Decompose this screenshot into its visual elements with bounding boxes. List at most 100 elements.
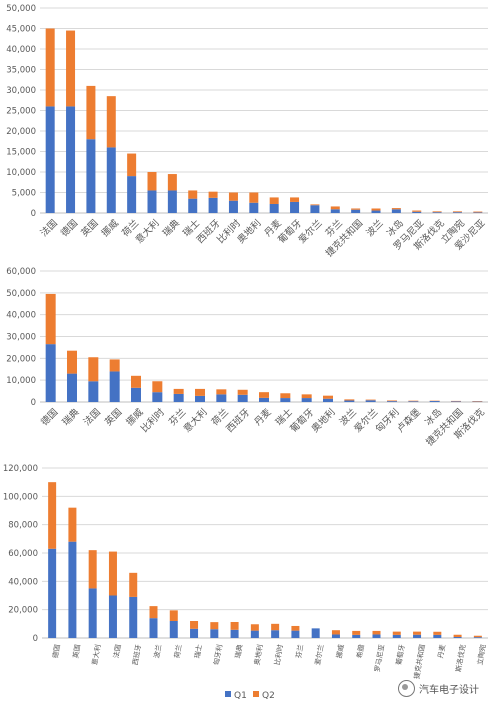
x-tick-label: 法国 (81, 406, 103, 428)
bar-q2-比利时 (271, 623, 280, 631)
bar-q2-立陶宛 (452, 211, 462, 213)
y-tick-label: 10,000 (6, 376, 36, 386)
bar-q2-西班牙 (129, 572, 138, 597)
y-tick-label: 20,000 (6, 127, 36, 137)
bar-q1-荷兰 (169, 621, 178, 638)
x-tick-label: 葡萄牙 (394, 644, 407, 666)
bar-q1-捷克共和国 (351, 209, 361, 213)
bar-q1-葡萄牙 (301, 398, 312, 402)
bar-q2-意大利 (88, 550, 97, 589)
bar-q2-法国 (108, 551, 117, 596)
bar-q2-丹麦 (259, 392, 269, 398)
bar-q1-斯洛伐克 (453, 637, 462, 638)
bar-q2-芬兰 (330, 206, 340, 210)
bar-q2-葡萄牙 (290, 197, 300, 202)
x-tick-label: 匈牙利 (212, 644, 225, 666)
bar-q1-希腊 (352, 634, 361, 638)
bar-q2-立陶宛 (473, 635, 482, 638)
bar-q2-西班牙 (237, 389, 248, 395)
bar-q1-法国 (88, 381, 99, 402)
legend-q2-label: Q2 (262, 691, 275, 701)
x-tick-label: 德国 (51, 644, 62, 659)
bar-q2-斯洛伐克 (432, 211, 442, 213)
x-tick-label: 法国 (38, 217, 60, 239)
bar-q2-瑞典 (167, 174, 177, 191)
bar-q1-丹麦 (269, 203, 279, 213)
bar-q2-挪威 (131, 375, 141, 388)
bar-q1-奥地利 (250, 630, 259, 638)
bar-q1-立陶宛 (452, 212, 462, 213)
bar-q1-挪威 (131, 387, 141, 402)
bar-q1-瑞士 (280, 398, 291, 402)
bar-q1-德国 (48, 548, 57, 638)
bar-q2-芬兰 (291, 625, 300, 631)
x-tick-label: 捷克共和国 (412, 644, 427, 680)
bar-q2-荷兰 (169, 610, 178, 621)
x-tick-label: 西班牙 (224, 406, 253, 435)
bar-q2-捷克共和国 (351, 208, 361, 210)
x-tick-label: 挪威 (334, 644, 345, 659)
bar-q2-瑞士 (280, 393, 291, 399)
bar-q2-爱尔兰 (310, 204, 320, 206)
bar-q1-冰岛 (391, 209, 401, 213)
bar-q1-冰岛 (429, 401, 440, 402)
bar-q1-丹麦 (433, 634, 442, 638)
legend: Q1 Q2 (225, 691, 275, 701)
y-tick-label: 60,000 (8, 549, 38, 559)
y-tick-label: 40,000 (6, 311, 36, 321)
bar-q1-西班牙 (129, 596, 138, 638)
bar-q1-罗马尼亚 (372, 634, 381, 638)
x-tick-label: 比利时 (138, 406, 167, 435)
watermark-text: 汽车电子设计 (419, 685, 479, 696)
watermark-logo-icon (398, 680, 415, 697)
bar-q2-德国 (66, 30, 76, 107)
y-tick-label: 15,000 (6, 148, 36, 158)
y-tick-label: 45,000 (6, 25, 36, 35)
bar-q1-意大利 (147, 190, 157, 213)
x-tick-label: 挪威 (99, 217, 121, 239)
bar-q1-荷兰 (216, 394, 227, 402)
bar-q1-芬兰 (173, 393, 184, 402)
bar-q1-比利时 (152, 392, 163, 402)
x-tick-label: 瑞士 (192, 644, 203, 659)
bar-q2-奥地利 (249, 192, 259, 203)
x-tick-label: 英国 (71, 644, 82, 659)
bar-q1-匈牙利 (387, 401, 397, 402)
bar-q1-瑞士 (188, 198, 198, 213)
bar-q1-斯洛伐克 (432, 212, 442, 213)
bar-q2-奥地利 (323, 395, 333, 399)
x-tick-label: 英国 (102, 406, 124, 428)
bar-q1-瑞典 (167, 190, 177, 213)
x-tick-label: 德国 (38, 406, 60, 428)
bar-q2-爱尔兰 (365, 399, 376, 401)
bar-q1-法国 (108, 595, 117, 638)
bar-q2-瑞典 (67, 350, 77, 374)
bar-q1-德国 (66, 106, 76, 213)
bar-q1-波兰 (371, 210, 381, 213)
bar-q2-挪威 (331, 630, 340, 635)
bar-chart-1: 0 5,000 10,000 15,000 20,000 25,000 30,000 35,0… (6, 4, 488, 259)
bar-q1-挪威 (331, 634, 340, 638)
bar-q1-挪威 (106, 147, 116, 213)
bar-q2-荷兰 (216, 389, 227, 395)
bar-q2-芬兰 (173, 388, 184, 394)
x-tick-label: 瑞典 (60, 406, 82, 428)
x-tick-label: 丹麦 (252, 406, 274, 428)
bar-q1-德国 (45, 344, 56, 402)
bar-q2-葡萄牙 (392, 631, 401, 635)
x-tick-label: 波兰 (152, 644, 163, 659)
y-tick-label: 40,000 (8, 577, 38, 587)
y-tick-label: 25,000 (6, 107, 36, 117)
y-tick-label: 20,000 (8, 606, 38, 616)
watermark: 汽车电子设计 (398, 680, 479, 697)
bar-q2-罗马尼亚 (372, 630, 381, 635)
bar-q2-匈牙利 (210, 622, 219, 630)
y-tick-label: 20,000 (6, 354, 36, 364)
bar-q2-爱沙尼亚 (473, 211, 483, 213)
bar-q1-瑞士 (190, 628, 199, 638)
y-tick-label: 40,000 (6, 45, 36, 55)
x-tick-label: 意大利 (90, 644, 103, 666)
bar-q1-匈牙利 (210, 629, 219, 638)
x-tick-label: 奥地利 (309, 406, 338, 435)
bar-q1-爱尔兰 (310, 205, 320, 213)
